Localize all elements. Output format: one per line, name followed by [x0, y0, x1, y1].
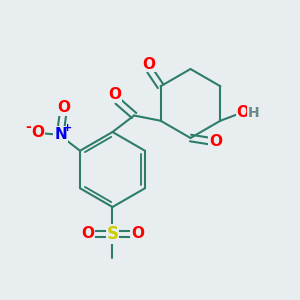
Text: H: H	[248, 106, 259, 120]
Text: O: O	[142, 56, 155, 71]
Text: N: N	[54, 127, 67, 142]
Text: O: O	[209, 134, 222, 149]
Text: O: O	[237, 105, 250, 120]
Text: S: S	[106, 225, 119, 243]
Text: O: O	[57, 100, 70, 115]
Text: O: O	[81, 226, 94, 242]
Text: -: -	[26, 120, 31, 134]
Text: O: O	[131, 226, 144, 242]
Text: O: O	[31, 125, 44, 140]
Text: +: +	[62, 123, 72, 133]
Text: O: O	[109, 87, 122, 102]
